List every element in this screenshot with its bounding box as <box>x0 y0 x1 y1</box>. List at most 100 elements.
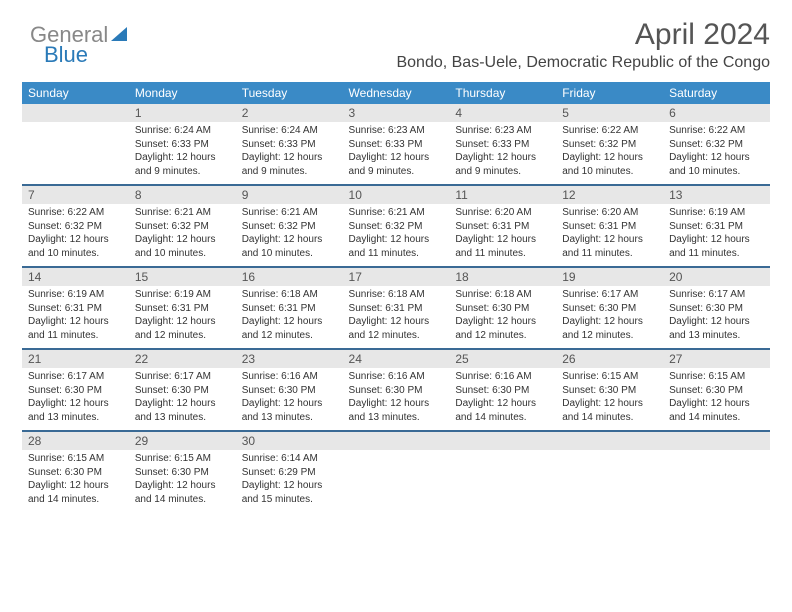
calendar-day-cell: 16Sunrise: 6:18 AMSunset: 6:31 PMDayligh… <box>236 267 343 349</box>
day-body: Sunrise: 6:17 AMSunset: 6:30 PMDaylight:… <box>663 286 770 348</box>
daylight-text: Daylight: 12 hours and 10 minutes. <box>669 151 764 178</box>
calendar-day-cell: 10Sunrise: 6:21 AMSunset: 6:32 PMDayligh… <box>343 185 450 267</box>
day-number: 13 <box>663 186 770 204</box>
day-number: 11 <box>449 186 556 204</box>
sunrise-text: Sunrise: 6:14 AM <box>242 452 337 466</box>
sunset-text: Sunset: 6:30 PM <box>562 384 657 398</box>
day-number: 4 <box>449 104 556 122</box>
calendar-week-row: 28Sunrise: 6:15 AMSunset: 6:30 PMDayligh… <box>22 431 770 512</box>
day-number: 25 <box>449 350 556 368</box>
sunrise-text: Sunrise: 6:21 AM <box>349 206 444 220</box>
day-body <box>343 450 450 502</box>
calendar-day-cell <box>22 104 129 185</box>
daylight-text: Daylight: 12 hours and 9 minutes. <box>242 151 337 178</box>
sunset-text: Sunset: 6:33 PM <box>242 138 337 152</box>
day-body: Sunrise: 6:20 AMSunset: 6:31 PMDaylight:… <box>449 204 556 266</box>
daylight-text: Daylight: 12 hours and 12 minutes. <box>562 315 657 342</box>
sunset-text: Sunset: 6:30 PM <box>28 384 123 398</box>
day-body: Sunrise: 6:18 AMSunset: 6:30 PMDaylight:… <box>449 286 556 348</box>
day-number: 10 <box>343 186 450 204</box>
day-body: Sunrise: 6:23 AMSunset: 6:33 PMDaylight:… <box>449 122 556 184</box>
sunrise-text: Sunrise: 6:15 AM <box>135 452 230 466</box>
day-body <box>556 450 663 502</box>
daylight-text: Daylight: 12 hours and 9 minutes. <box>455 151 550 178</box>
calendar-week-row: 14Sunrise: 6:19 AMSunset: 6:31 PMDayligh… <box>22 267 770 349</box>
calendar-day-cell: 24Sunrise: 6:16 AMSunset: 6:30 PMDayligh… <box>343 349 450 431</box>
sunrise-text: Sunrise: 6:17 AM <box>669 288 764 302</box>
day-number: 5 <box>556 104 663 122</box>
sunset-text: Sunset: 6:30 PM <box>349 384 444 398</box>
day-body: Sunrise: 6:16 AMSunset: 6:30 PMDaylight:… <box>236 368 343 430</box>
sunset-text: Sunset: 6:31 PM <box>28 302 123 316</box>
day-body: Sunrise: 6:15 AMSunset: 6:30 PMDaylight:… <box>663 368 770 430</box>
day-number: 12 <box>556 186 663 204</box>
sunset-text: Sunset: 6:33 PM <box>135 138 230 152</box>
day-body: Sunrise: 6:21 AMSunset: 6:32 PMDaylight:… <box>343 204 450 266</box>
sunset-text: Sunset: 6:30 PM <box>562 302 657 316</box>
daylight-text: Daylight: 12 hours and 11 minutes. <box>562 233 657 260</box>
sunrise-text: Sunrise: 6:16 AM <box>455 370 550 384</box>
calendar-day-cell: 17Sunrise: 6:18 AMSunset: 6:31 PMDayligh… <box>343 267 450 349</box>
sunrise-text: Sunrise: 6:15 AM <box>28 452 123 466</box>
daylight-text: Daylight: 12 hours and 12 minutes. <box>242 315 337 342</box>
day-body: Sunrise: 6:15 AMSunset: 6:30 PMDaylight:… <box>129 450 236 512</box>
sunrise-text: Sunrise: 6:21 AM <box>135 206 230 220</box>
day-body: Sunrise: 6:24 AMSunset: 6:33 PMDaylight:… <box>236 122 343 184</box>
sunrise-text: Sunrise: 6:17 AM <box>28 370 123 384</box>
sunrise-text: Sunrise: 6:23 AM <box>455 124 550 138</box>
sunrise-text: Sunrise: 6:19 AM <box>669 206 764 220</box>
sunrise-text: Sunrise: 6:15 AM <box>562 370 657 384</box>
daylight-text: Daylight: 12 hours and 10 minutes. <box>562 151 657 178</box>
daylight-text: Daylight: 12 hours and 14 minutes. <box>28 479 123 506</box>
day-body: Sunrise: 6:17 AMSunset: 6:30 PMDaylight:… <box>129 368 236 430</box>
day-number: 14 <box>22 268 129 286</box>
sunset-text: Sunset: 6:30 PM <box>135 466 230 480</box>
calendar-day-cell: 26Sunrise: 6:15 AMSunset: 6:30 PMDayligh… <box>556 349 663 431</box>
calendar-day-cell: 3Sunrise: 6:23 AMSunset: 6:33 PMDaylight… <box>343 104 450 185</box>
sunset-text: Sunset: 6:30 PM <box>28 466 123 480</box>
calendar-day-cell: 23Sunrise: 6:16 AMSunset: 6:30 PMDayligh… <box>236 349 343 431</box>
day-body: Sunrise: 6:18 AMSunset: 6:31 PMDaylight:… <box>343 286 450 348</box>
day-body: Sunrise: 6:19 AMSunset: 6:31 PMDaylight:… <box>663 204 770 266</box>
sunset-text: Sunset: 6:32 PM <box>669 138 764 152</box>
daylight-text: Daylight: 12 hours and 14 minutes. <box>669 397 764 424</box>
day-body: Sunrise: 6:15 AMSunset: 6:30 PMDaylight:… <box>556 368 663 430</box>
daylight-text: Daylight: 12 hours and 9 minutes. <box>135 151 230 178</box>
sunrise-text: Sunrise: 6:20 AM <box>562 206 657 220</box>
sunset-text: Sunset: 6:31 PM <box>669 220 764 234</box>
day-number <box>343 432 450 450</box>
calendar-day-cell: 13Sunrise: 6:19 AMSunset: 6:31 PMDayligh… <box>663 185 770 267</box>
daylight-text: Daylight: 12 hours and 11 minutes. <box>28 315 123 342</box>
daylight-text: Daylight: 12 hours and 13 minutes. <box>28 397 123 424</box>
weekday-header: Monday <box>129 82 236 104</box>
daylight-text: Daylight: 12 hours and 9 minutes. <box>349 151 444 178</box>
sunset-text: Sunset: 6:32 PM <box>562 138 657 152</box>
day-number: 2 <box>236 104 343 122</box>
day-body: Sunrise: 6:15 AMSunset: 6:30 PMDaylight:… <box>22 450 129 512</box>
sunset-text: Sunset: 6:29 PM <box>242 466 337 480</box>
day-number: 3 <box>343 104 450 122</box>
calendar-week-row: 1Sunrise: 6:24 AMSunset: 6:33 PMDaylight… <box>22 104 770 185</box>
day-body: Sunrise: 6:20 AMSunset: 6:31 PMDaylight:… <box>556 204 663 266</box>
day-number: 17 <box>343 268 450 286</box>
day-number: 26 <box>556 350 663 368</box>
day-body: Sunrise: 6:16 AMSunset: 6:30 PMDaylight:… <box>343 368 450 430</box>
day-body: Sunrise: 6:23 AMSunset: 6:33 PMDaylight:… <box>343 122 450 184</box>
sunset-text: Sunset: 6:32 PM <box>349 220 444 234</box>
page-title: April 2024 <box>22 18 770 52</box>
calendar-day-cell: 9Sunrise: 6:21 AMSunset: 6:32 PMDaylight… <box>236 185 343 267</box>
weekday-header: Tuesday <box>236 82 343 104</box>
sunrise-text: Sunrise: 6:18 AM <box>242 288 337 302</box>
brand-triangle-icon <box>110 26 128 44</box>
calendar-day-cell: 7Sunrise: 6:22 AMSunset: 6:32 PMDaylight… <box>22 185 129 267</box>
sunset-text: Sunset: 6:32 PM <box>242 220 337 234</box>
daylight-text: Daylight: 12 hours and 10 minutes. <box>28 233 123 260</box>
calendar-day-cell: 28Sunrise: 6:15 AMSunset: 6:30 PMDayligh… <box>22 431 129 512</box>
daylight-text: Daylight: 12 hours and 15 minutes. <box>242 479 337 506</box>
day-body <box>663 450 770 502</box>
calendar-body: 1Sunrise: 6:24 AMSunset: 6:33 PMDaylight… <box>22 104 770 512</box>
sunset-text: Sunset: 6:30 PM <box>669 384 764 398</box>
sunrise-text: Sunrise: 6:21 AM <box>242 206 337 220</box>
sunset-text: Sunset: 6:31 PM <box>455 220 550 234</box>
day-number: 22 <box>129 350 236 368</box>
